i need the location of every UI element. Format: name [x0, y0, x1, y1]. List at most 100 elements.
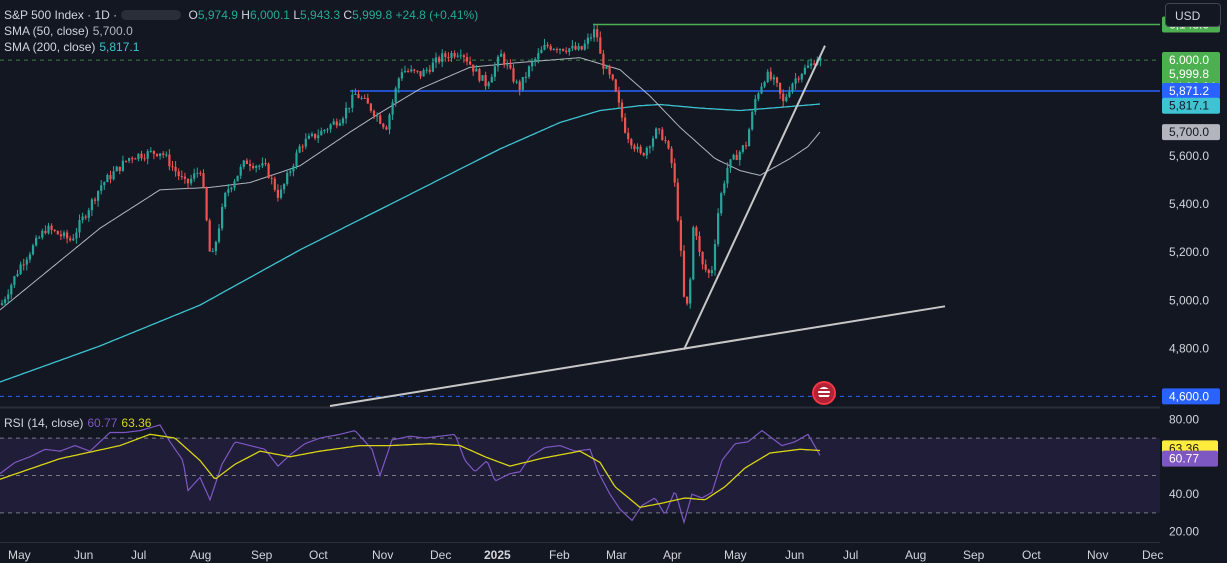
candle-123: [382, 122, 385, 130]
candle-body: [121, 160, 124, 171]
candle-body: [614, 79, 617, 92]
candle-body: [128, 158, 131, 162]
candle-body: [744, 145, 748, 147]
candle-body: [314, 133, 317, 139]
candle-168: [521, 76, 524, 92]
time-tick: Feb: [549, 548, 570, 562]
candle-body: [155, 153, 159, 156]
candle-194: [602, 49, 605, 75]
candle-body: [806, 65, 810, 68]
candle-body: [624, 117, 627, 133]
candle-body: [279, 189, 283, 198]
candle-body: [729, 159, 732, 168]
candle-body: [698, 236, 701, 252]
candle-body: [537, 53, 540, 59]
candle-147: [456, 52, 459, 59]
candle-body: [710, 270, 713, 273]
candle-body: [695, 227, 698, 237]
candle-body: [124, 160, 128, 162]
rsi-legend[interactable]: RSI (14, close) 60.77 63.36: [4, 415, 151, 431]
candle-body: [283, 183, 286, 190]
candle-body: [103, 182, 106, 186]
candle-body: [583, 43, 586, 50]
candle-body: [149, 150, 152, 152]
candle-body: [456, 55, 459, 57]
candle-body: [276, 189, 279, 198]
candle-body: [84, 216, 87, 218]
currency-button[interactable]: USD: [1165, 3, 1221, 27]
candle-body: [639, 146, 642, 153]
candle-113: [351, 89, 354, 113]
candle-38: [118, 166, 121, 175]
candle-body: [199, 172, 202, 174]
price-tick: 4,800.0: [1169, 341, 1209, 355]
candle-182: [565, 47, 568, 54]
candle-body: [692, 227, 695, 280]
candle-body: [335, 121, 338, 126]
candle-body: [4, 299, 7, 304]
us-flag-event-icon[interactable]: [814, 383, 834, 403]
candle-45: [140, 150, 143, 161]
last-price-tag: 5,999.8: [1169, 67, 1209, 81]
candle-body: [419, 71, 422, 77]
candle-58: [180, 170, 183, 180]
candle-body: [713, 244, 717, 271]
candle-153: [475, 64, 478, 72]
candle-116: [360, 95, 363, 100]
candle-230: [713, 239, 717, 276]
candle-204: [633, 143, 636, 152]
candle-119: [369, 102, 372, 113]
candle-body: [670, 148, 673, 164]
change-value: +24.8 (+0.41%): [395, 8, 479, 22]
candle-174: [540, 46, 543, 54]
candle-body: [376, 115, 379, 117]
candle-body: [329, 124, 332, 130]
candle-146: [453, 50, 456, 59]
candle-115: [357, 90, 360, 99]
candle-35: [109, 170, 112, 184]
candle-242: [751, 108, 754, 131]
candle-43: [134, 157, 137, 160]
sma200-legend[interactable]: SMA (200, close) 5,817.1: [4, 39, 139, 55]
candle-51: [159, 153, 162, 160]
candle-234: [726, 162, 729, 188]
candle-body: [552, 49, 555, 51]
rsi-tag: 60.77: [1169, 452, 1199, 466]
candle-body: [577, 46, 580, 50]
candle-body: [351, 94, 354, 108]
candle-body: [518, 81, 521, 90]
candle-body: [589, 37, 593, 39]
candle-body: [782, 93, 785, 102]
candle-90: [279, 185, 283, 200]
candle-body: [803, 67, 806, 74]
candle-body: [75, 232, 78, 239]
candle-body: [245, 160, 248, 164]
candle-body: [664, 140, 667, 142]
candle-body: [810, 63, 813, 66]
candle-body: [317, 135, 320, 139]
candle-body: [608, 66, 611, 75]
candle-198: [614, 78, 617, 93]
time-tick: Dec: [1142, 548, 1163, 562]
candle-body: [298, 146, 301, 153]
candle-127: [394, 86, 397, 107]
candle-205: [636, 143, 639, 153]
sma50-legend[interactable]: SMA (50, close) 5,700.0: [4, 23, 133, 39]
candle-body: [791, 83, 794, 92]
candle-body: [438, 57, 441, 62]
candle-body: [450, 53, 453, 59]
rsi-ma-value: 63.36: [121, 416, 152, 430]
candle-11: [35, 235, 38, 247]
candle-61: [190, 174, 193, 186]
candle-body: [261, 163, 264, 166]
candle-76: [236, 175, 239, 182]
candle-body: [788, 91, 791, 97]
symbol-name: S&P 500 Index · 1D ·: [4, 8, 118, 22]
candle-173: [537, 48, 540, 64]
sma50-value: 5,700.0: [92, 24, 133, 38]
candle-218: [676, 178, 679, 222]
candle-body: [772, 77, 775, 80]
candle-70: [217, 223, 221, 244]
time-tick: Jul: [131, 548, 146, 562]
